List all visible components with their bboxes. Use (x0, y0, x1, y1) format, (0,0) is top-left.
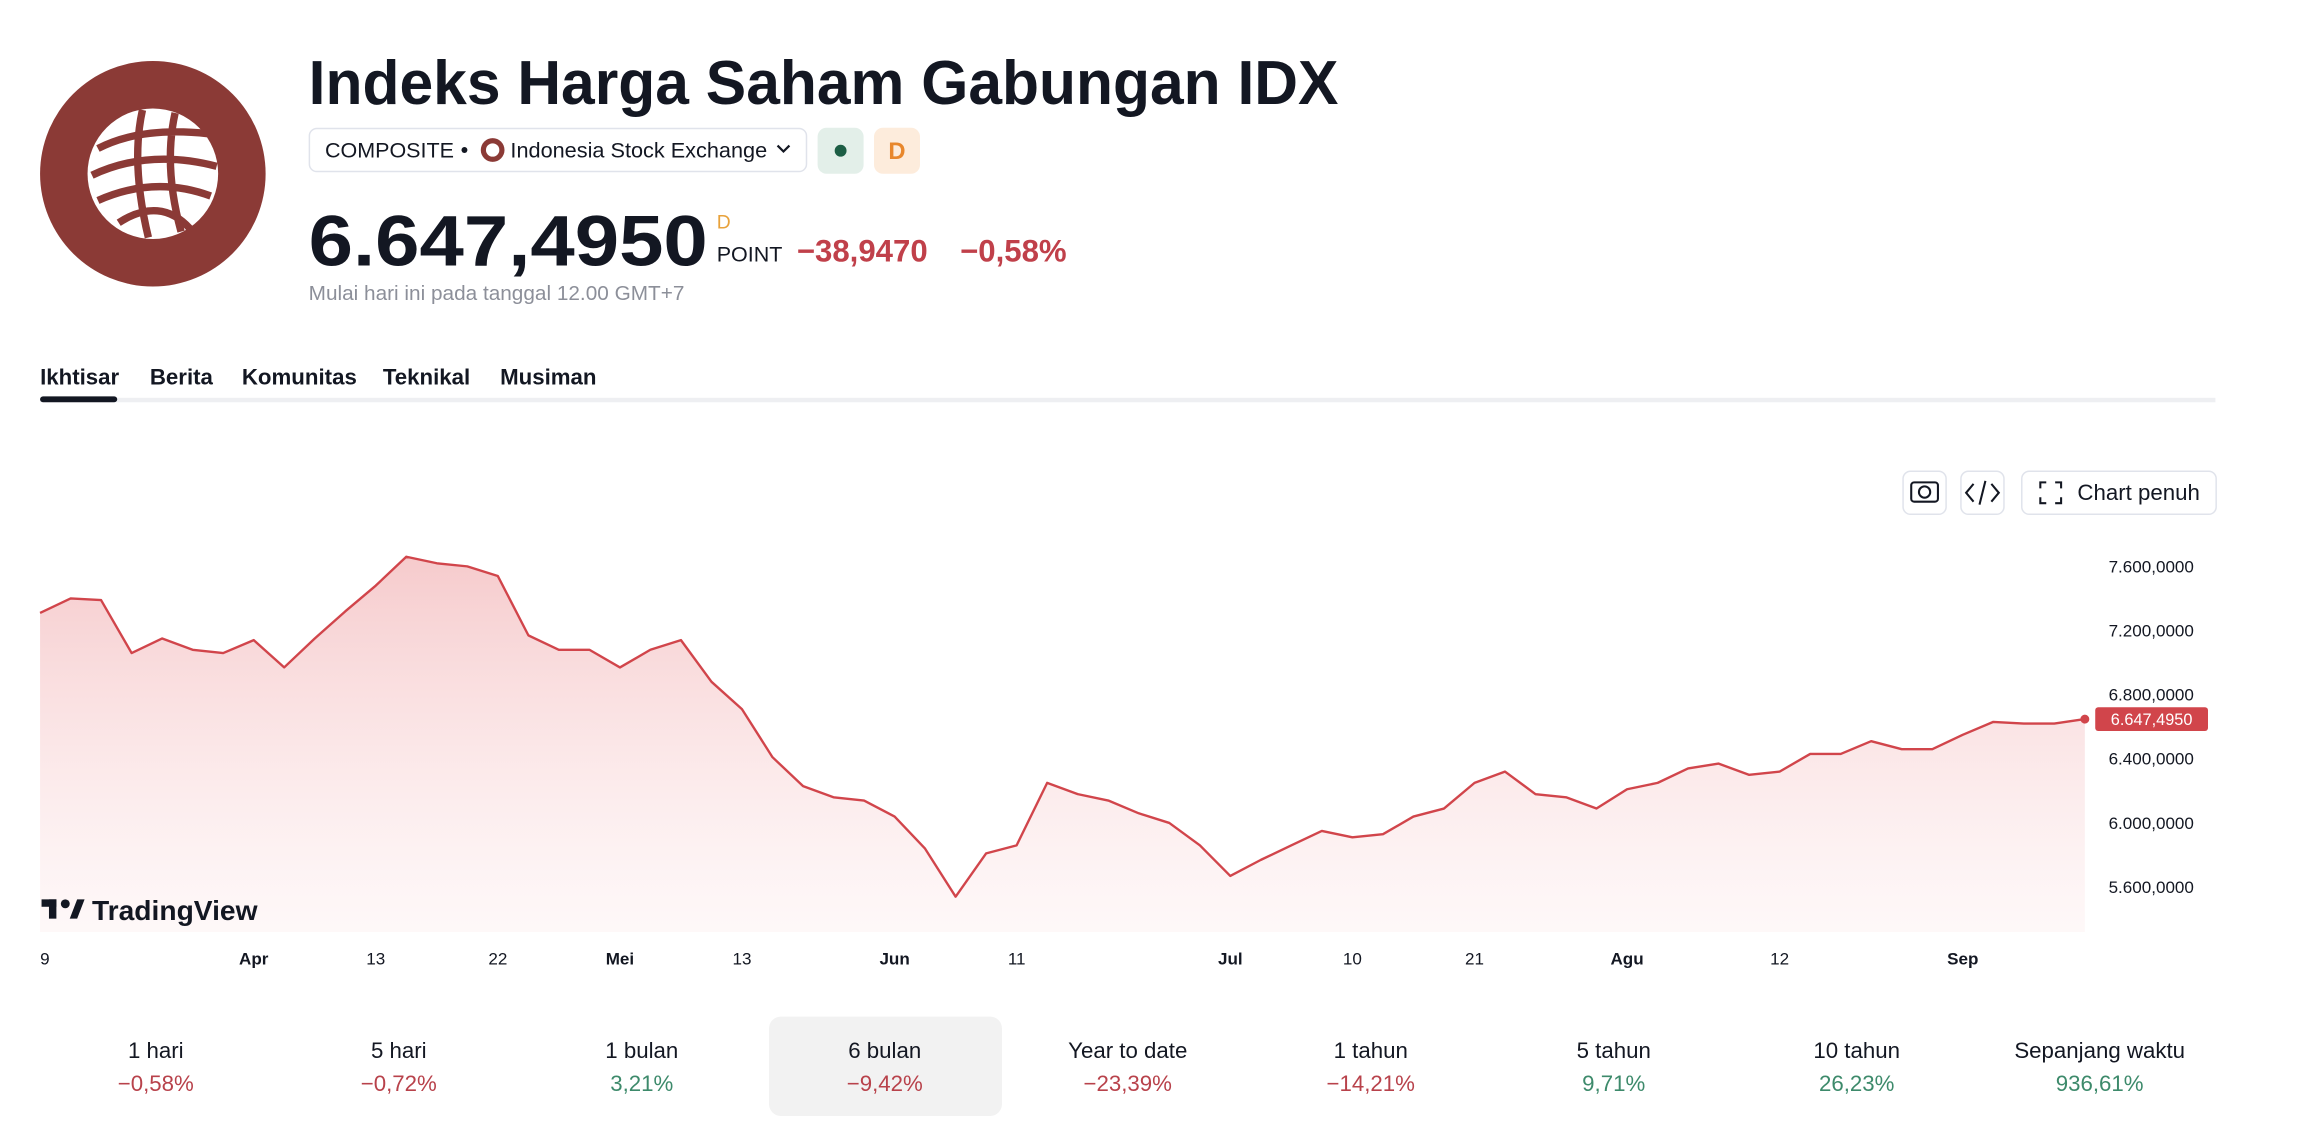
exchange: Indonesia Stock Exchange (510, 138, 767, 162)
x-tick-label: 9 (40, 950, 49, 969)
period-change: 3,21% (610, 1071, 673, 1096)
period-change: 936,61% (2056, 1071, 2144, 1096)
area (40, 556, 2085, 932)
period-label[interactable]: 1 tahun (1334, 1038, 1408, 1063)
chart: 6.647,4950 5.600,0000 6.000,0000 6.400,0000… (39, 555, 2208, 969)
x-tick-label: Mei (606, 950, 634, 969)
fullscreen-button[interactable]: Chart penuh (2021, 470, 2217, 516)
tab[interactable]: Ikhtisar (40, 364, 119, 389)
embed-button[interactable] (1960, 470, 2005, 516)
unit: POINT (717, 242, 783, 266)
x-tick-label: 12 (1770, 950, 1789, 969)
period-change: 26,23% (1819, 1071, 1894, 1096)
fullscreen-label: Chart penuh (2077, 480, 2199, 505)
period-bar: 1 hari −0,58% 5 hari −0,72% 1 bulan 3,21% 6 bu… (118, 1016, 2185, 1116)
tab[interactable]: Musiman (500, 364, 596, 389)
period-change: −0,72% (361, 1071, 437, 1096)
last-price-badge (2095, 707, 2208, 732)
period-label[interactable]: 10 tahun (1813, 1038, 1900, 1063)
x-tick-label: 10 (1343, 950, 1362, 969)
y-tick-label: 6.800,0000 (2109, 686, 2194, 705)
period-label[interactable]: 5 hari (371, 1038, 427, 1063)
separator (461, 147, 468, 153)
y-tick-label: 6.000,0000 (2109, 814, 2194, 833)
status-dot (834, 144, 847, 157)
tab[interactable]: Teknikal (383, 364, 470, 389)
x-tick-label: 22 (488, 950, 507, 969)
price-suffix: D (717, 213, 731, 234)
period-change: −14,21% (1326, 1071, 1414, 1096)
logo (40, 60, 266, 287)
y-tick-label: 5.600,0000 (2109, 878, 2194, 897)
snapshot-button[interactable] (1902, 470, 1947, 516)
period-change: −0,58% (118, 1071, 194, 1096)
period-change: −9,42% (847, 1071, 923, 1096)
line (39, 555, 2086, 898)
y-tick-label: 7.600,0000 (2109, 557, 2194, 576)
period-highlight (769, 1016, 1002, 1116)
x-tick-label: 13 (733, 950, 752, 969)
title: Indeks Harga Saham Gabungan IDX (309, 49, 1339, 118)
period-label[interactable]: 1 hari (128, 1038, 184, 1063)
x-tick-label: 21 (1465, 950, 1484, 969)
last-point (2080, 714, 2090, 724)
chevron (776, 144, 791, 154)
period-label[interactable]: Year to date (1068, 1038, 1187, 1063)
x-tick-label: Jul (1218, 950, 1243, 969)
last-price-label: 6.647,4950 (2111, 711, 2193, 729)
period-change: −23,39% (1084, 1071, 1172, 1096)
exchange-icon-inner (485, 143, 500, 157)
change-percent: −0,58% (960, 233, 1067, 268)
x-tick-label: Sep (1947, 950, 1978, 969)
tab-indicator (40, 396, 118, 403)
price: 6.647,4950 (309, 203, 708, 282)
tab-rail (40, 397, 2216, 403)
symbol-pill[interactable]: COMPOSITE Indonesia Stock Exchange (308, 127, 808, 173)
tab[interactable]: Berita (150, 364, 214, 389)
y-tick-label: 6.400,0000 (2109, 750, 2194, 769)
delay-badge (874, 127, 920, 174)
period-label[interactable]: Sepanjang waktu (2014, 1038, 2185, 1063)
period-change: 9,71% (1582, 1071, 1645, 1096)
x-tick-label: Apr (239, 950, 269, 969)
period-label[interactable]: 1 bulan (605, 1038, 678, 1063)
x-tick-label: 13 (366, 950, 385, 969)
change: −38,9470 (797, 233, 928, 268)
x-tick-label: Agu (1610, 950, 1643, 969)
brand-logo (41, 899, 85, 919)
x-tick-label: Jun (879, 950, 909, 969)
x-tick-label: 11 (1008, 950, 1026, 969)
symbol: COMPOSITE (325, 138, 454, 162)
period-label[interactable]: 5 tahun (1577, 1038, 1651, 1063)
brand: TradingView (92, 894, 258, 926)
tab[interactable]: Komunitas (242, 364, 357, 389)
y-tick-label: 7.200,0000 (2109, 621, 2194, 640)
delay-badge-text: D (888, 139, 905, 165)
note: Mulai hari ini pada tanggal 12.00 GMT+7 (309, 282, 685, 305)
period-label[interactable]: 6 bulan (848, 1038, 921, 1063)
